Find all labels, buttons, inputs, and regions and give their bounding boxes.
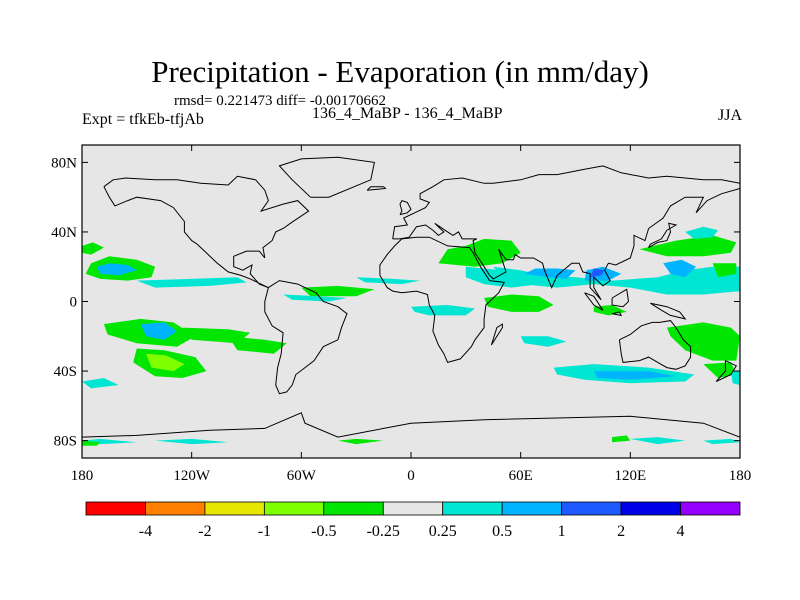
x-tick-label-1: 120W <box>173 468 211 484</box>
colorbar-box-0 <box>85 501 146 516</box>
contour-region-25 <box>712 263 737 278</box>
coastline-2 <box>264 280 348 395</box>
coastline-14 <box>715 360 738 382</box>
contour-region-28 <box>484 294 554 312</box>
coastline-1 <box>278 156 375 198</box>
colorbar-label-8: 2 <box>617 523 625 540</box>
coastline-5 <box>618 320 692 370</box>
coastline-10 <box>648 222 678 249</box>
contour-region-40 <box>703 438 740 445</box>
y-tick-label-1: 40N <box>51 225 77 241</box>
colorbar-box-2 <box>204 501 265 516</box>
map-background <box>82 145 740 458</box>
contour-region-13 <box>155 438 229 445</box>
colorbar-label-1: -2 <box>198 523 211 540</box>
colorbar-label-9: 4 <box>677 523 685 540</box>
x-tick-label-5: 120E <box>614 468 646 484</box>
colorbar-box-7 <box>501 501 563 516</box>
coastline-0 <box>103 175 310 289</box>
contour-region-35 <box>703 362 737 378</box>
experiment-label: Expt = tfkEb-tfjAb <box>82 111 204 128</box>
contour-fill-group <box>82 226 740 446</box>
contour-region-34 <box>593 371 676 380</box>
x-tick-label-0: 180 <box>71 468 94 484</box>
colorbar-label-0: -4 <box>139 523 152 540</box>
contour-region-2 <box>136 277 247 288</box>
contour-region-16 <box>283 294 347 302</box>
coastline-8 <box>611 288 630 308</box>
contour-region-5 <box>140 322 177 340</box>
coastline-15 <box>82 412 740 438</box>
coastline-13 <box>490 323 503 346</box>
colorbar-box-5 <box>382 501 444 516</box>
contour-region-3 <box>82 242 104 255</box>
colorbar-label-5: 0.25 <box>429 523 457 540</box>
axes-group: 180 120W 60W 0 60E 120E 180 80N 40N 0 40S 80S <box>51 145 751 484</box>
contour-region-12 <box>82 440 101 446</box>
contour-region-30 <box>411 305 475 316</box>
contour-region-38 <box>630 437 686 445</box>
contour-region-22 <box>590 268 605 278</box>
y-tick-label-2: 0 <box>70 295 78 311</box>
y-tick-label-4: 80S <box>54 434 77 450</box>
contour-region-39 <box>612 435 631 443</box>
contour-region-32 <box>666 322 740 361</box>
contour-region-36 <box>730 371 740 385</box>
coastline-3 <box>379 236 505 363</box>
contour-region-31 <box>520 336 567 347</box>
coastline-group <box>82 156 740 438</box>
contour-region-1 <box>96 263 137 276</box>
contour-region-23 <box>663 259 697 278</box>
coastline-9 <box>650 302 687 320</box>
contour-region-9 <box>228 336 287 354</box>
x-tick-label-6: 180 <box>729 468 752 484</box>
contour-region-24 <box>639 235 737 257</box>
chart-title: Precipitation - Evaporation (in mm/day) <box>151 54 649 89</box>
case-label: 136_4_MaBP - 136_4_MaBP <box>312 105 503 122</box>
colorbar-label-6: 0.5 <box>492 523 512 540</box>
x-tick-label-4: 60E <box>509 468 533 484</box>
colorbar-box-9 <box>620 501 681 516</box>
coastline-6 <box>584 292 604 311</box>
colorbar-label-4: -0.25 <box>367 523 400 540</box>
contour-region-7 <box>146 353 185 372</box>
contour-region-14 <box>356 277 421 285</box>
colorbar-box-1 <box>145 501 206 516</box>
colorbar: -4 -2 -1 -0.5 -0.25 0.25 0.5 1 2 4 <box>85 501 741 540</box>
x-tick-label-3: 0 <box>407 468 415 484</box>
contour-region-10 <box>82 378 119 389</box>
colorbar-label-7: 1 <box>558 523 566 540</box>
colorbar-box-8 <box>561 501 622 516</box>
x-tick-label-2: 60W <box>287 468 317 484</box>
colorbar-box-6 <box>442 501 503 516</box>
y-tick-label-0: 80N <box>51 155 77 171</box>
stats-label: rmsd= 0.221473 diff= -0.00170662 <box>174 93 387 109</box>
coastline-7 <box>611 311 623 317</box>
coastline-11 <box>399 199 412 216</box>
colorbar-label-3: -0.5 <box>311 523 336 540</box>
contour-region-29 <box>593 305 627 316</box>
y-tick-label-3: 40S <box>54 364 77 380</box>
coastline-4 <box>392 165 740 301</box>
contour-region-26 <box>685 226 719 239</box>
colorbar-box-10 <box>680 501 741 516</box>
season-label: JJA <box>717 107 742 124</box>
colorbar-box-3 <box>263 501 325 516</box>
coastline-12 <box>366 186 387 191</box>
contour-region-37 <box>337 438 384 445</box>
colorbar-label-2: -1 <box>258 523 271 540</box>
contour-region-15 <box>301 285 375 297</box>
colorbar-box-4 <box>323 501 384 516</box>
